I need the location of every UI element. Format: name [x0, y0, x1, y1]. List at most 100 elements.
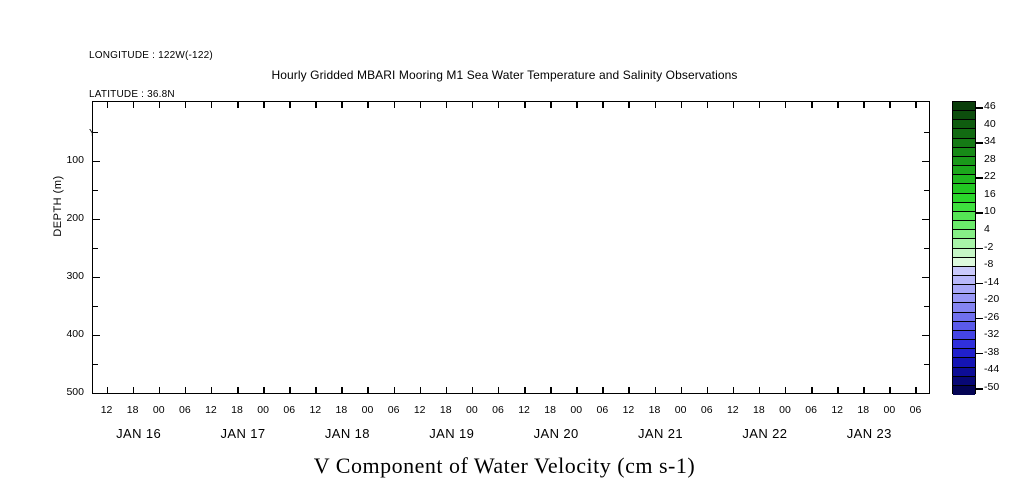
colorbar-tick-label: 34 — [984, 135, 996, 148]
x-tick-label: 06 — [700, 404, 713, 416]
colorbar-band — [953, 385, 975, 395]
y-tick-label: 200 — [66, 211, 84, 224]
y-tick-minor — [92, 131, 98, 133]
x-tick-top — [628, 101, 630, 108]
x-tick-top — [706, 101, 709, 108]
colorbar-band — [953, 275, 975, 286]
y-tick-right — [922, 392, 930, 394]
x-tick — [915, 387, 917, 394]
x-tick — [393, 387, 396, 394]
x-tick-top — [576, 101, 578, 108]
x-tick — [811, 387, 813, 394]
x-tick — [524, 387, 526, 394]
colorbar-tick — [976, 247, 983, 249]
plot-frame — [92, 101, 930, 394]
x-tick — [550, 387, 552, 394]
x-tick-top — [550, 101, 552, 108]
x-tick — [784, 387, 787, 394]
colorbar-tick-label: 28 — [984, 152, 996, 165]
x-tick-top — [210, 101, 213, 108]
y-tick-minor-right — [924, 189, 930, 191]
x-tick-top — [471, 101, 474, 108]
x-day-label: JAN 18 — [324, 426, 370, 441]
y-tick-right — [922, 276, 930, 278]
x-tick-top — [315, 101, 317, 108]
figure-caption: V Component of Water Velocity (cm s-1) — [313, 453, 696, 478]
colorbar-band — [953, 221, 975, 231]
colorbar-tick-label: 10 — [984, 205, 996, 218]
x-tick — [628, 387, 630, 394]
colorbar-band — [953, 266, 975, 276]
x-tick — [184, 387, 187, 394]
x-tick — [706, 387, 709, 394]
y-tick-label: 400 — [66, 327, 84, 340]
y-tick — [92, 334, 100, 336]
x-tick — [863, 387, 865, 394]
x-tick-label: 12 — [100, 404, 113, 416]
x-tick — [106, 387, 109, 394]
colorbar-tick — [976, 177, 983, 179]
x-tick-top — [106, 101, 109, 108]
colorbar-tick — [976, 352, 983, 355]
x-tick-top — [263, 101, 265, 108]
x-day-label: JAN 21 — [638, 426, 684, 441]
x-tick — [419, 387, 422, 394]
colorbar-band — [953, 184, 975, 194]
x-tick-label: 00 — [466, 404, 478, 416]
colorbar-band — [953, 340, 975, 350]
colorbar-band — [953, 211, 975, 222]
x-tick-label: 18 — [753, 404, 765, 416]
colorbar-tick — [976, 388, 983, 390]
colorbar-tick-label: 46 — [984, 100, 996, 112]
x-tick — [158, 387, 161, 394]
x-tick-label: 06 — [805, 404, 817, 416]
y-tick-minor-right — [924, 305, 930, 307]
x-tick-label: 00 — [674, 404, 687, 416]
colorbar-tick-label: 16 — [984, 187, 996, 200]
x-day-label: JAN 20 — [533, 426, 579, 441]
y-tick-right — [922, 218, 930, 220]
x-tick — [602, 387, 604, 394]
x-tick — [210, 387, 213, 394]
y-tick-label: 100 — [66, 153, 84, 166]
y-tick — [92, 392, 100, 394]
colorbar-band — [953, 230, 975, 240]
x-day-label: JAN 19 — [429, 426, 475, 441]
x-tick — [576, 387, 578, 394]
x-tick — [132, 387, 135, 394]
x-tick — [497, 387, 500, 394]
x-tick-top — [497, 101, 500, 108]
colorbar-band — [953, 111, 975, 121]
y-tick-label: 500 — [66, 385, 84, 398]
x-tick-label: 00 — [883, 404, 896, 416]
colorbar-tick — [976, 212, 983, 214]
x-tick — [680, 387, 683, 394]
colorbar-tick — [976, 282, 983, 285]
x-tick-label: 18 — [126, 404, 139, 416]
colorbar-band — [953, 285, 975, 295]
colorbar-tick-label: -20 — [984, 293, 1000, 306]
y-tick-label: 300 — [66, 269, 84, 282]
x-tick — [758, 387, 761, 394]
x-tick-label: 06 — [387, 404, 400, 416]
x-tick — [445, 387, 448, 394]
colorbar-tick — [976, 317, 983, 320]
colorbar-band — [953, 321, 975, 331]
colorbar-band — [953, 349, 975, 359]
x-tick-top — [654, 101, 657, 108]
x-tick-label: 06 — [492, 404, 504, 416]
colorbar-tick-label: -8 — [984, 258, 994, 271]
colorbar-band — [953, 358, 975, 368]
y-tick-minor — [92, 247, 98, 249]
x-tick — [837, 387, 839, 394]
colorbar-band — [953, 376, 975, 386]
colorbar-tick-label: -50 — [984, 381, 1000, 393]
x-tick-label: 18 — [335, 404, 348, 416]
x-tick — [471, 387, 474, 394]
y-tick-minor-right — [924, 131, 930, 133]
y-tick-right — [922, 160, 930, 162]
x-tick-top — [758, 101, 761, 108]
x-day-label: JAN 16 — [116, 426, 162, 441]
x-tick-top — [289, 101, 291, 108]
x-tick-label: 12 — [831, 404, 844, 416]
